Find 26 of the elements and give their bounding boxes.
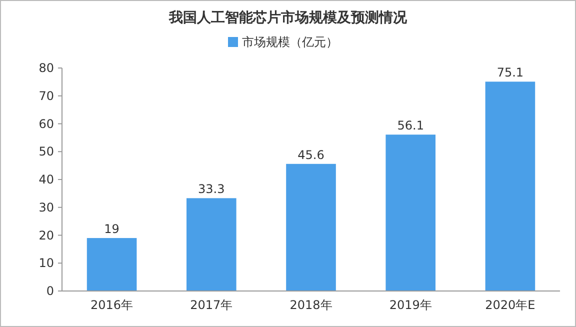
y-tick-label: 20 [38, 228, 54, 242]
y-tick-label: 80 [38, 61, 54, 75]
x-tick-label: 2018年 [290, 298, 332, 312]
bar [286, 164, 336, 291]
y-tick-label: 70 [38, 88, 54, 103]
data-label: 45.6 [298, 148, 324, 162]
x-tick-label: 2020年E [485, 298, 536, 312]
y-tick-label: 10 [38, 256, 54, 270]
chart-title: 我国人工智能芯片市场规模及预测情况 [168, 9, 408, 26]
bar [186, 198, 236, 291]
x-tick-label: 2016年 [90, 298, 134, 312]
y-tick-label: 60 [38, 116, 54, 131]
y-tick-label: 30 [38, 200, 54, 214]
y-tick-label: 50 [38, 144, 54, 159]
y-tick-label: 0 [46, 284, 54, 298]
x-tick-label: 2017年 [190, 298, 233, 312]
legend-label: 市场规模（亿元） [242, 35, 338, 49]
bar [86, 238, 137, 291]
data-label: 56.1 [397, 118, 424, 133]
y-tick-label: 40 [38, 172, 54, 186]
bar [386, 134, 436, 291]
data-label: 33.3 [198, 182, 225, 196]
data-label: 75.1 [496, 66, 524, 80]
bar [485, 82, 536, 291]
data-label: 19 [104, 222, 120, 236]
x-tick-label: 2019年 [389, 298, 432, 312]
